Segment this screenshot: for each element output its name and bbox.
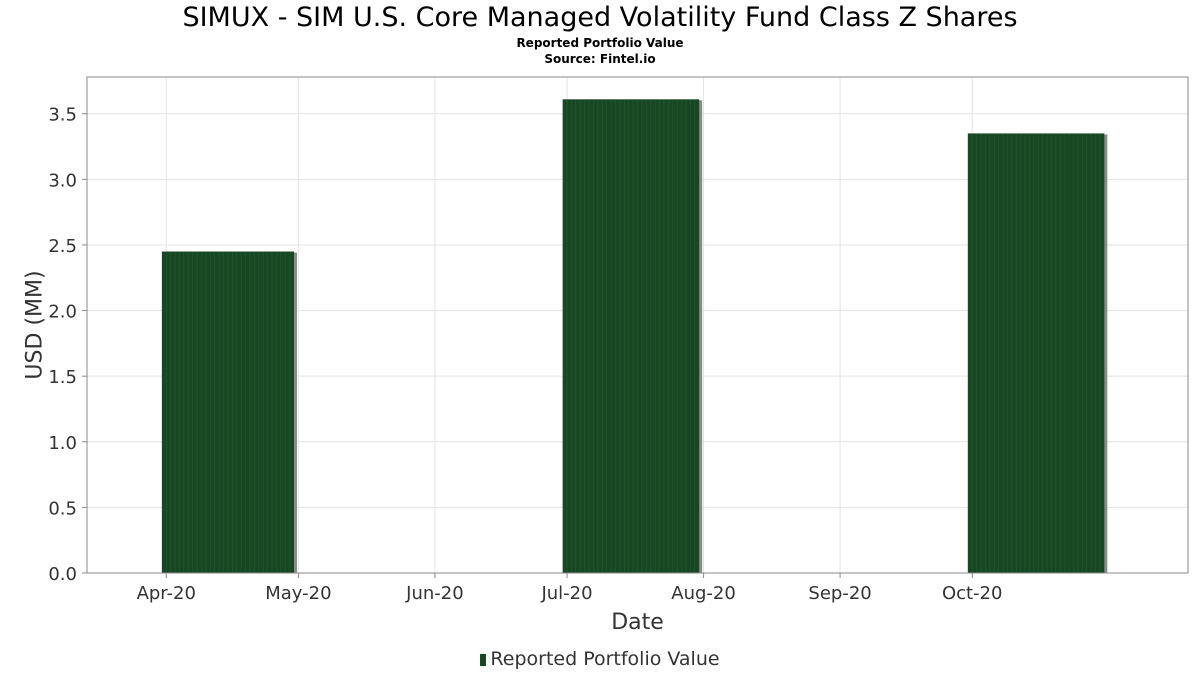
x-tick-label: Aug-20: [671, 583, 736, 604]
y-tick-label: 1.0: [48, 433, 77, 454]
y-axis-ticks: 0.0 0.5 1.0 1.5 2.0 2.5 3.0 3.5: [48, 105, 87, 585]
y-tick-label: 3.0: [48, 170, 77, 191]
legend: Reported Portfolio Value: [0, 648, 1200, 670]
x-tick-label: Apr-20: [137, 583, 196, 604]
y-tick-label: 0.5: [48, 498, 77, 519]
chart-subtitle: Reported Portfolio Value: [516, 36, 684, 50]
y-tick-label: 1.5: [48, 367, 77, 388]
chart-title: SIMUX - SIM U.S. Core Managed Volatility…: [182, 2, 1018, 33]
x-tick-label: Oct-20: [942, 583, 1003, 604]
bar: [967, 133, 1105, 573]
x-tick-label: Jul-20: [540, 583, 592, 604]
y-tick-label: 2.5: [48, 236, 77, 257]
bar: [562, 99, 700, 573]
legend-label: Reported Portfolio Value: [490, 648, 720, 670]
x-tick-label: Jun-20: [405, 583, 464, 604]
y-tick-label: 0.0: [48, 564, 77, 585]
x-axis-ticks: Apr-20 May-20 Jun-20 Jul-20 Aug-20 Sep-20 Oct-…: [137, 573, 1003, 604]
y-axis-title: USD (MM): [23, 270, 48, 379]
plot-frame: [86, 76, 1189, 574]
x-axis-title: Date: [611, 610, 664, 635]
x-tick-label: May-20: [265, 583, 331, 604]
x-tick-label: Sep-20: [808, 583, 871, 604]
chart-source: Source: Fintel.io: [544, 52, 656, 66]
y-tick-label: 2.0: [48, 302, 77, 323]
legend-swatch: [480, 654, 487, 666]
y-tick-label: 3.5: [48, 105, 77, 126]
bar-series: [161, 99, 1108, 573]
